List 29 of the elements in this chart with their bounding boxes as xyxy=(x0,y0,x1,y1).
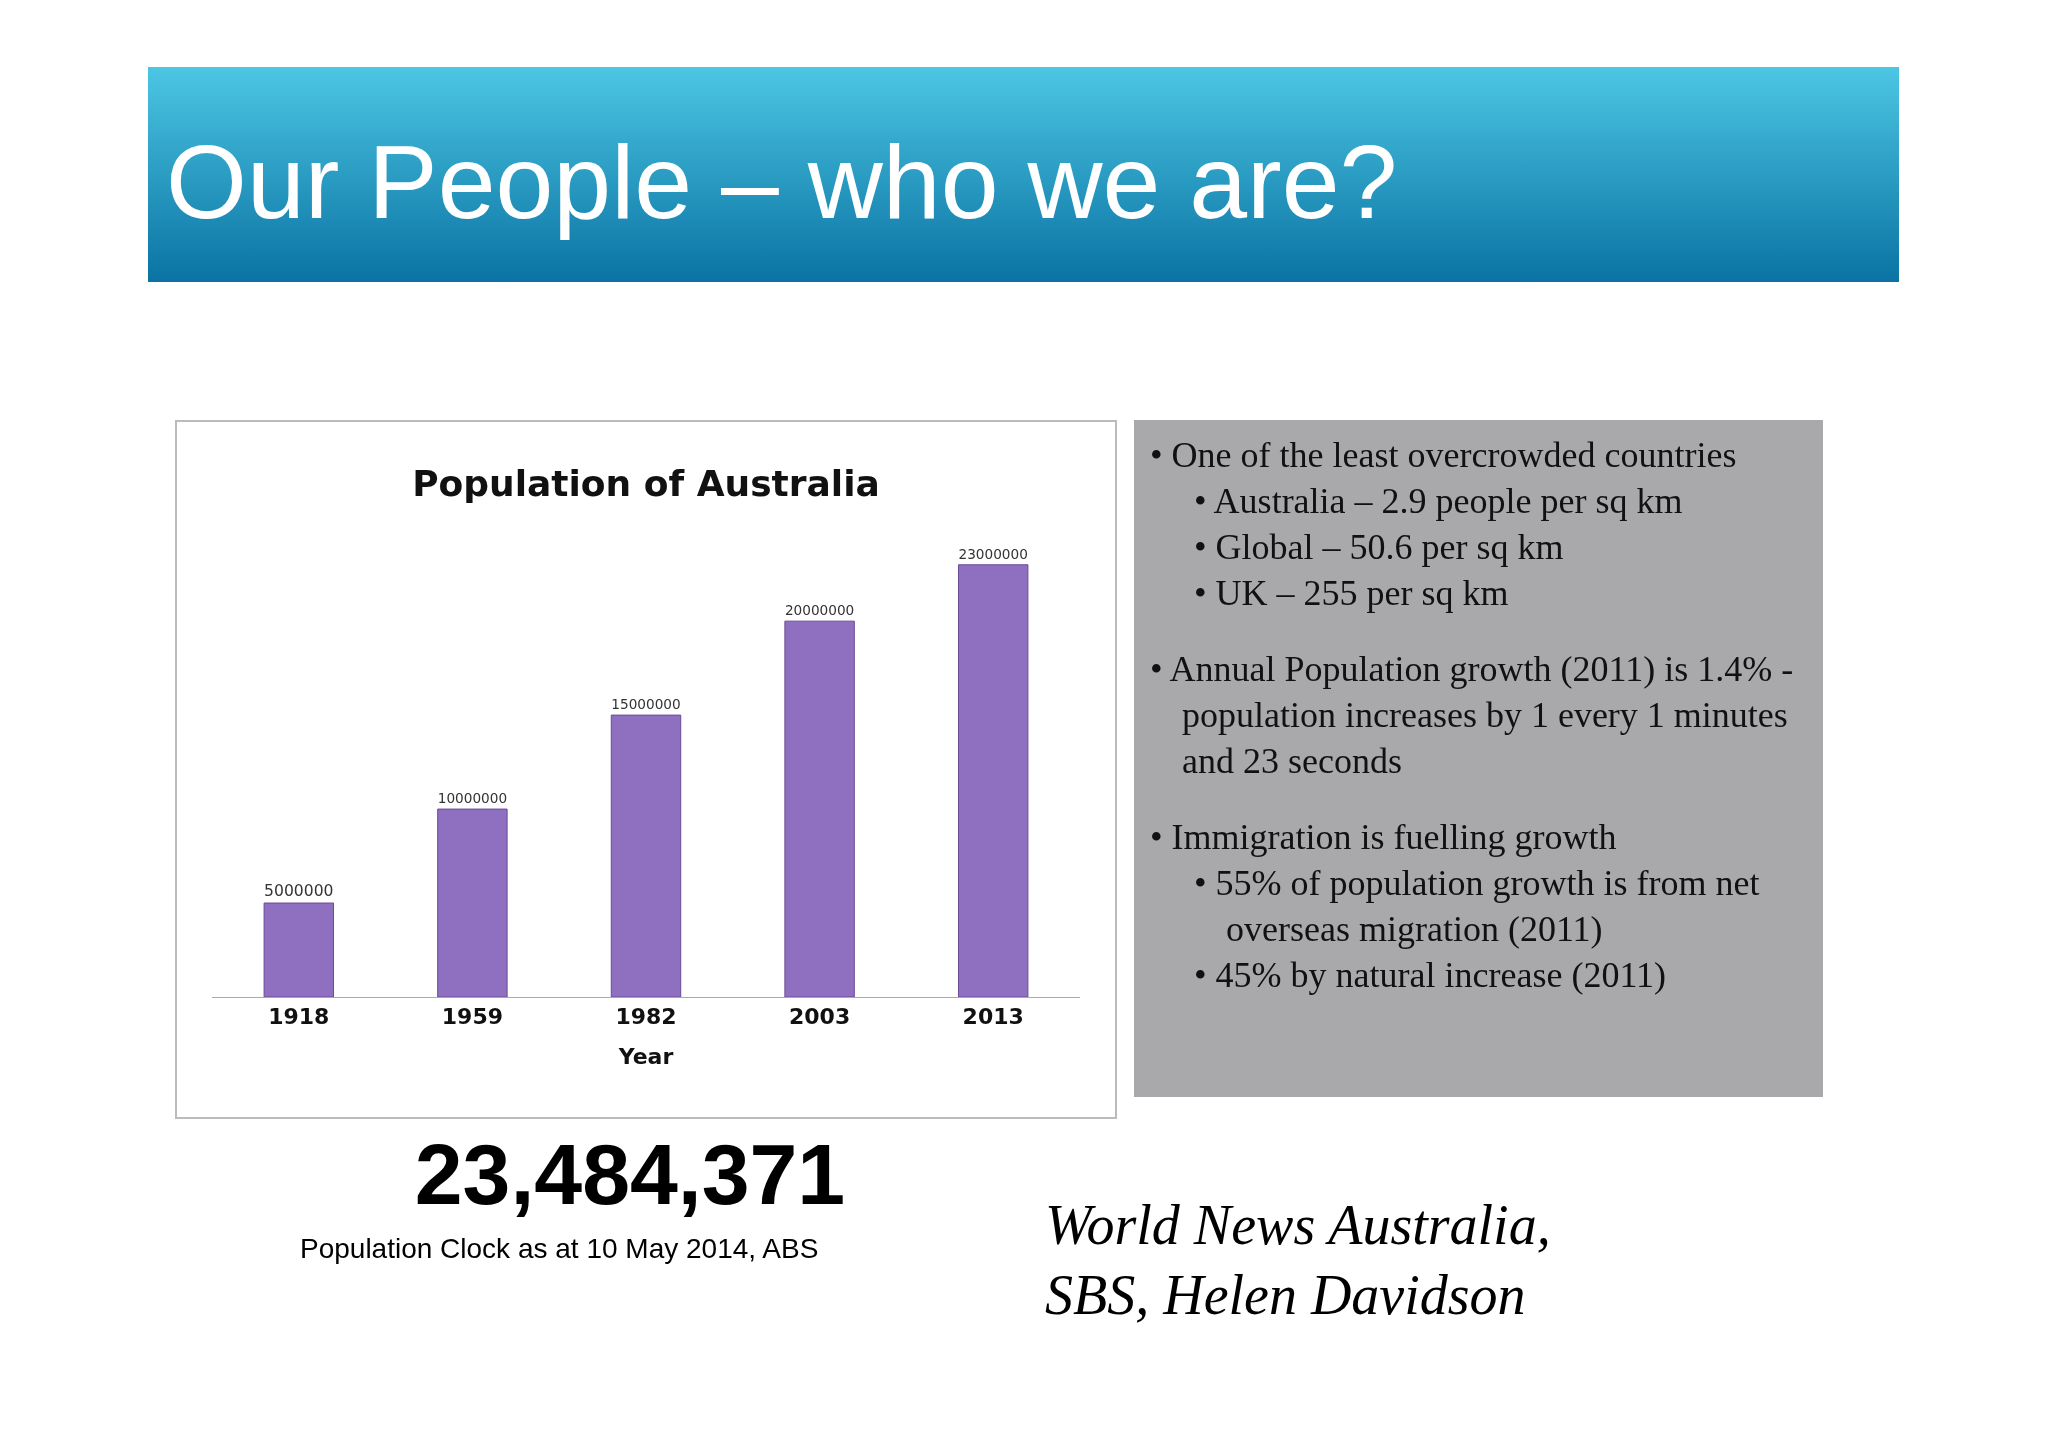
bar xyxy=(957,564,1029,997)
text: • UK – 255 per sq km xyxy=(1194,572,1510,615)
text: Our People – who we are? xyxy=(166,124,1398,240)
text: Population Clock as at 10 May 2014, ABS xyxy=(300,1233,820,1265)
x-tick-label: 1982 xyxy=(615,1004,677,1030)
text: • Global – 50.6 per sq km xyxy=(1194,526,1565,569)
text: World News Australia, SBS, Helen Davidson xyxy=(1045,1193,1552,1328)
data-label: 20000000 xyxy=(784,602,855,619)
x-tick-label: 1959 xyxy=(441,1004,504,1030)
text: • Annual Population growth (2011) is 1.4% - population increases by 1 every 1 minutes and 23 seconds xyxy=(1150,648,1795,783)
chart-title: Population of Australia xyxy=(412,462,880,504)
text: • Immigration is fuelling growth xyxy=(1150,816,1618,859)
text: • 55% of population growth is from net overseas migration (2011) xyxy=(1194,862,1761,951)
data-label: 5000000 xyxy=(264,882,334,901)
x-tick-label: 1918 xyxy=(268,1004,330,1030)
text: 23,484,371 xyxy=(413,1125,847,1224)
bar xyxy=(784,620,855,997)
data-label: 10000000 xyxy=(437,789,508,806)
bar xyxy=(610,714,682,997)
x-tick-label: 2013 xyxy=(962,1004,1024,1030)
data-label: 23000000 xyxy=(958,545,1028,562)
bar xyxy=(437,808,508,997)
bar xyxy=(263,902,335,997)
text: • Australia – 2.9 people per sq km xyxy=(1194,480,1684,523)
x-axis-title: Year xyxy=(617,1044,674,1070)
text: • One of the least overcrowded countries xyxy=(1150,434,1738,477)
x-tick-label: 2003 xyxy=(788,1004,851,1030)
data-label: 15000000 xyxy=(611,696,681,712)
text: • 45% by natural increase (2011) xyxy=(1194,954,1668,997)
